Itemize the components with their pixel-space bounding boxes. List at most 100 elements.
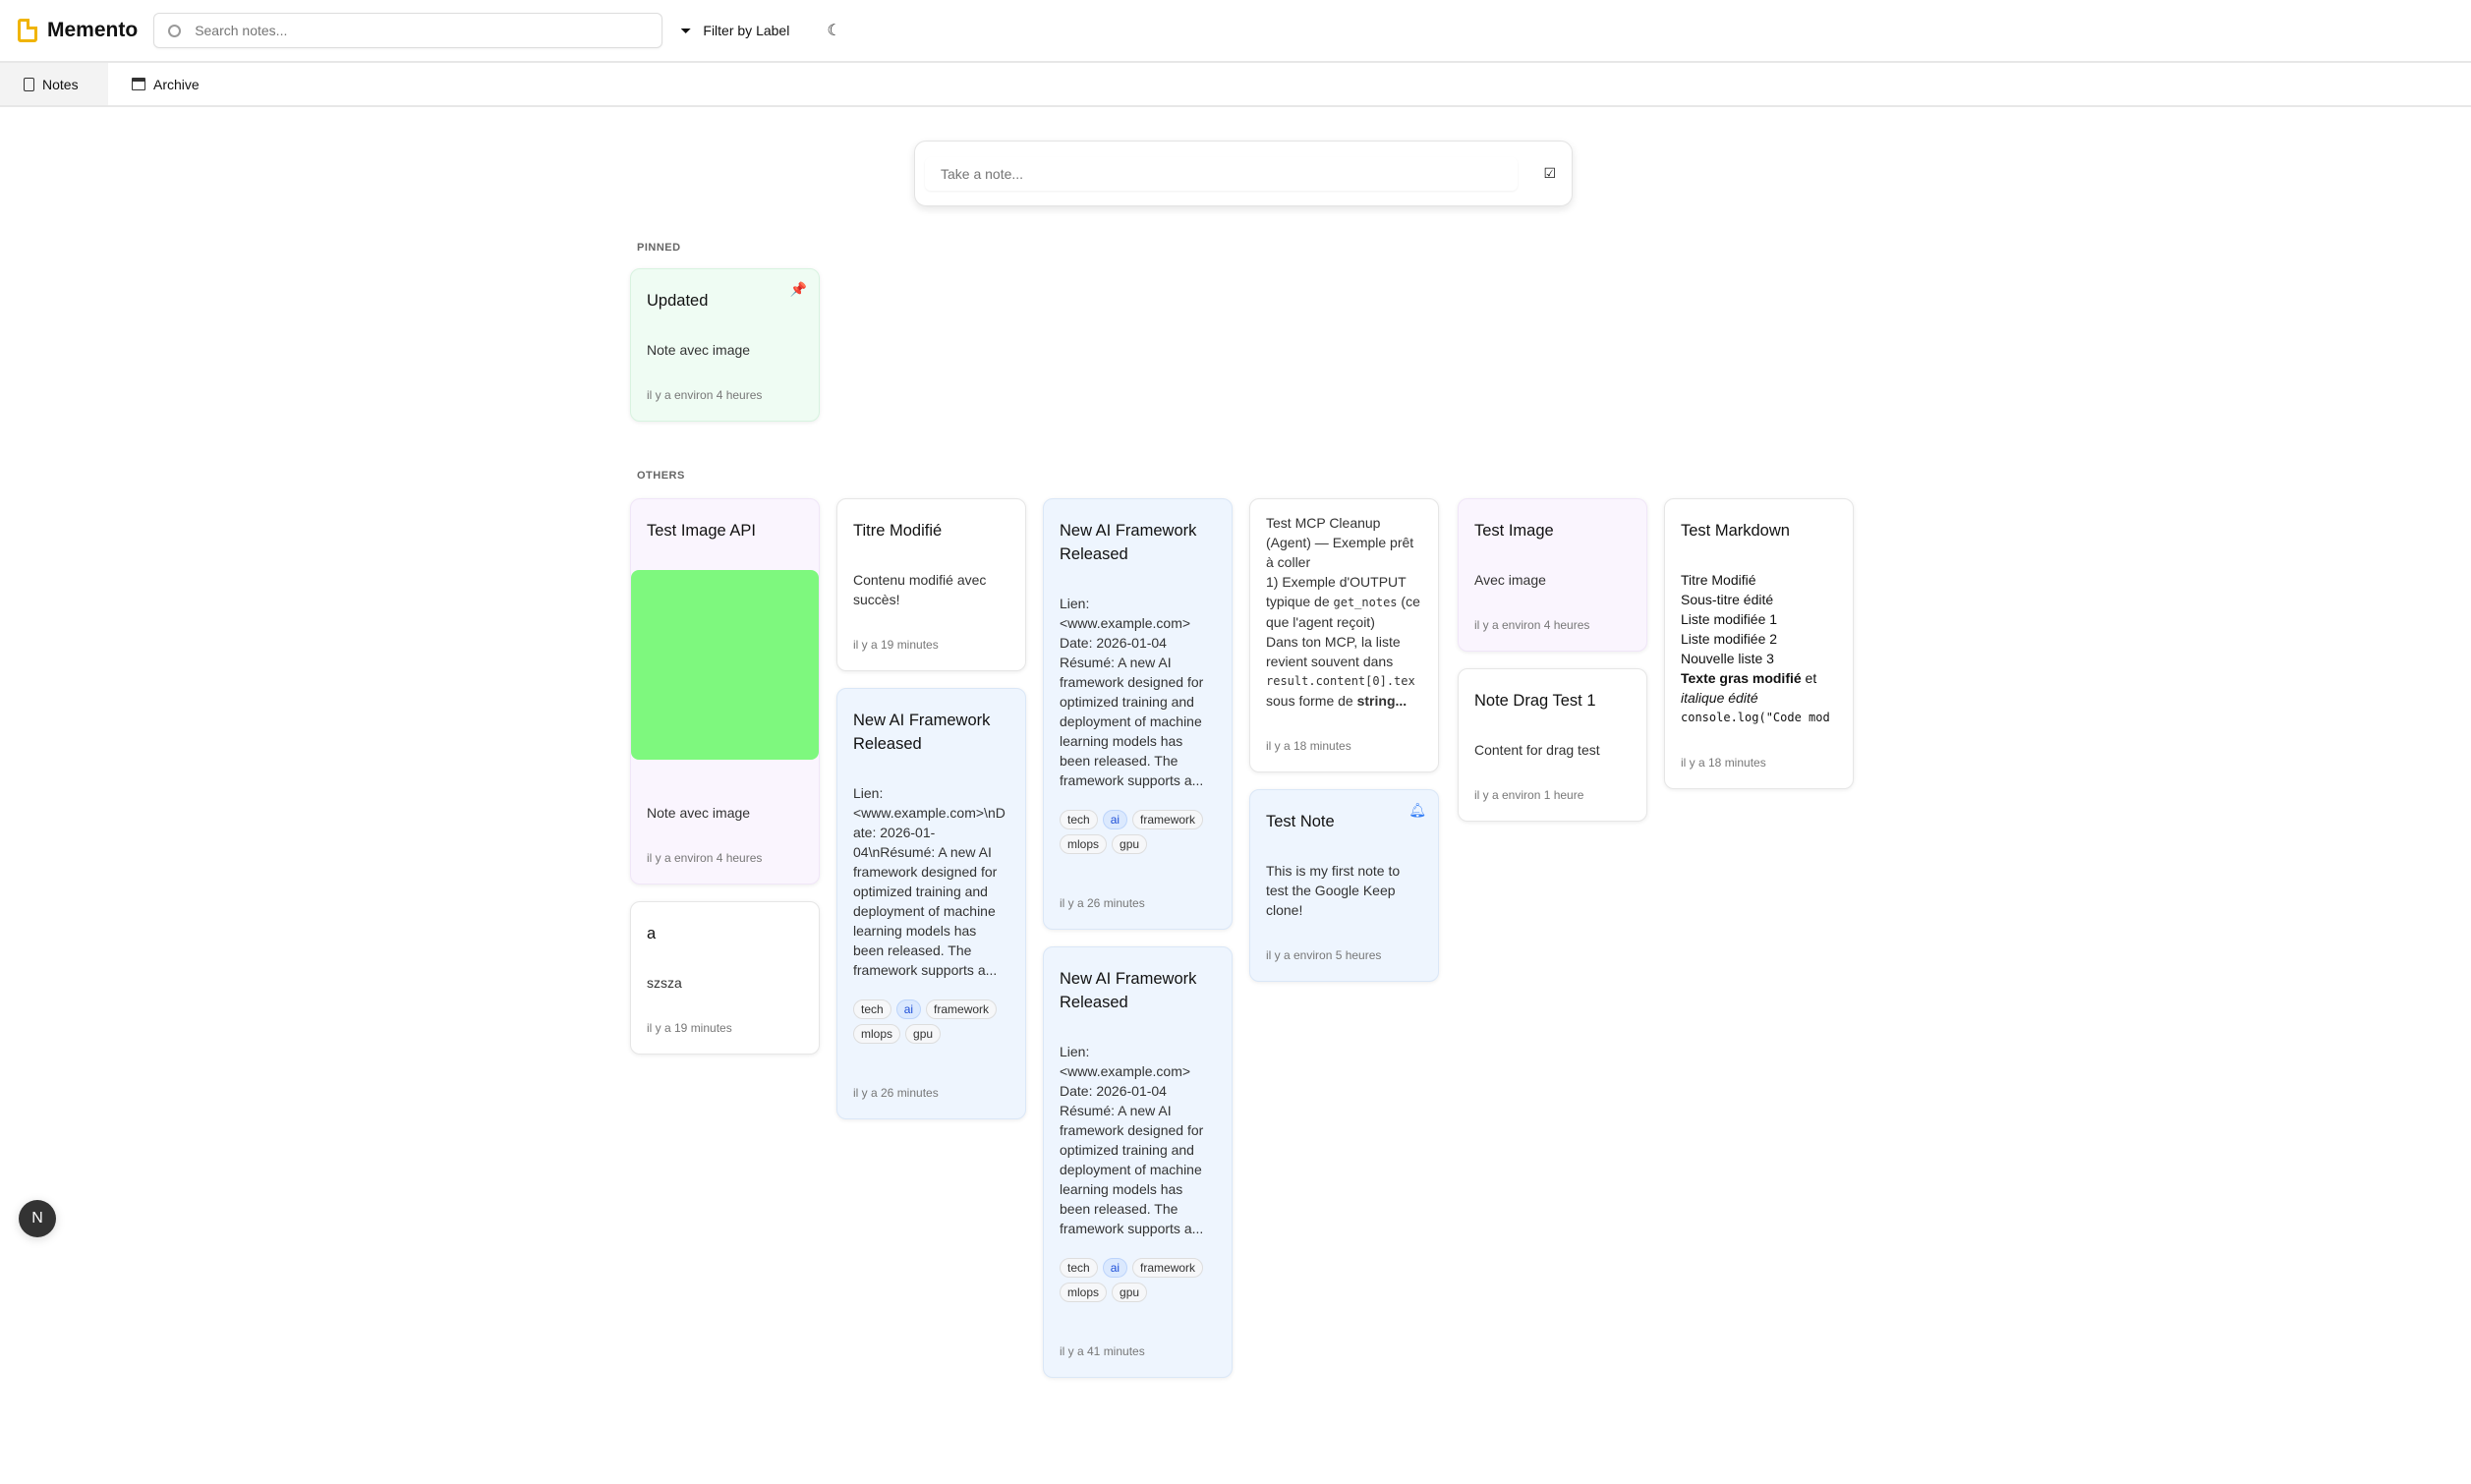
app-title: Memento [47,19,139,41]
tag[interactable]: ai [895,999,922,1019]
tag-list: tech ai framework mlops gpu [1060,810,1216,854]
tag[interactable]: mlops [853,1024,901,1044]
take-note-input[interactable] [925,156,1519,191]
note-card[interactable]: Test Image Avec image il y a environ 4 h… [1458,498,1647,652]
tag[interactable]: tech [1060,810,1098,829]
note-body: Lien: <www.example.com> Date: 2026-01-04… [1060,1044,1204,1236]
italic-text: italique édité [1681,690,1758,706]
note-image [631,570,819,760]
note-body: This is my first note to test the Google… [1266,863,1401,918]
tab-archive[interactable]: Archive [108,63,223,105]
filter-icon: ⏷ [680,22,692,38]
note-time: il y a 26 minutes [853,1086,939,1100]
note-body: Test MCP Cleanup (Agent) — Exemple prêt … [1266,513,1422,711]
tab-label: Archive [153,76,200,92]
note-body: Content for drag test [1474,742,1600,758]
bold-text: string... [1356,693,1408,709]
text: (ce que l'agent reçoit) [1266,594,1420,630]
note-title: Test Note [1266,813,1335,830]
body-line: Nouvelle liste 3 [1681,651,1774,666]
note-card[interactable]: Note Drag Test 1 Content for drag test i… [1458,668,1647,822]
note-body: Lien: <www.example.com> Date: 2026-01-04… [1060,596,1204,788]
note-title: New AI Framework Released [853,712,991,753]
note-title: New AI Framework Released [1060,522,1197,563]
bell-icon[interactable]: 🔔︎ [1408,802,1426,818]
checkbox-list-icon[interactable]: ☑ [1543,165,1556,181]
note-time: il y a environ 4 heures [647,851,763,865]
note-time: il y a 18 minutes [1266,739,1351,753]
inline-code: get_notes [1333,596,1398,609]
tag[interactable]: gpu [1112,1283,1148,1302]
note-card[interactable]: Test Image API Note avec image il y a en… [630,498,820,885]
tag[interactable]: ai [1102,1258,1128,1278]
text: sous forme de [1266,693,1357,709]
note-time: il y a 18 minutes [1681,756,1766,770]
body-line: sous forme de string... [1266,691,1422,711]
tag[interactable]: framework [1132,810,1204,829]
top-bar: Memento ⏷ Filter by Label ☾ [0,0,2471,63]
tag-list: tech ai framework mlops gpu [1060,1258,1216,1302]
tag[interactable]: mlops [1060,834,1108,854]
tag[interactable]: framework [926,999,998,1019]
note-time: il y a 41 minutes [1060,1344,1145,1358]
text: 1) Exemple d'OUTPUT typique de [1266,574,1407,609]
body-line: Liste modifiée 1 [1681,611,1778,627]
search-input[interactable] [195,23,662,38]
note-card[interactable]: 🔔︎ Test Note This is my first note to te… [1249,789,1439,982]
note-card[interactable]: a szsza il y a 19 minutes [630,901,820,1055]
tag[interactable]: tech [853,999,891,1019]
pin-icon[interactable]: 📌 [789,281,807,297]
inline-code: console.log("Code mod [1681,711,1830,724]
search-icon [168,24,182,37]
note-card[interactable]: Titre Modifié Contenu modifié avec succè… [836,498,1026,671]
tab-notes[interactable]: Notes [0,63,108,105]
note-card[interactable]: New AI Framework Released Lien: <www.exa… [1043,946,1233,1378]
tab-bar: Notes Archive [0,63,2471,107]
note-title: Note Drag Test 1 [1474,692,1596,710]
inline-code: result.content[0].tex [1266,674,1415,688]
pinned-heading: PINNED [637,242,681,254]
note-time: il y a 19 minutes [647,1021,732,1035]
text: et [1801,670,1817,686]
tag[interactable]: gpu [905,1024,942,1044]
note-card[interactable]: New AI Framework Released Lien: <www.exa… [1043,498,1233,930]
tag[interactable]: ai [1102,810,1128,829]
body-line: 1) Exemple d'OUTPUT typique de get_notes… [1266,572,1422,632]
note-title: Test Markdown [1681,522,1790,540]
note-card[interactable]: Test MCP Cleanup (Agent) — Exemple prêt … [1249,498,1439,772]
note-body: Note avec image [647,342,751,358]
tag-list: tech ai framework mlops gpu [853,999,1009,1044]
note-card[interactable]: Test Markdown Titre Modifié Sous-titre é… [1664,498,1854,789]
file-icon [24,77,34,91]
note-time: il y a environ 1 heure [1474,788,1584,802]
tag[interactable]: framework [1132,1258,1204,1278]
note-body: Contenu modifié avec succès! [853,572,987,607]
dev-tools-button[interactable]: N [19,1200,56,1237]
note-card[interactable]: 📌 Updated Note avec image il y a environ… [630,268,820,422]
note-body: Note avec image [647,805,751,821]
search-box[interactable] [153,13,663,48]
note-time: il y a environ 4 heures [1474,618,1590,632]
note-body: Titre Modifié Sous-titre édité Liste mod… [1681,570,1837,727]
body-line: Test MCP Cleanup (Agent) — Exemple prêt … [1266,515,1414,570]
note-card[interactable]: New AI Framework Released Lien: <www.exa… [836,688,1026,1119]
body-line: Liste modifiée 2 [1681,631,1778,647]
note-body: Avec image [1474,572,1546,588]
note-title: Titre Modifié [853,522,943,540]
tag[interactable]: tech [1060,1258,1098,1278]
note-time: il y a environ 4 heures [647,388,763,402]
note-title: New AI Framework Released [1060,970,1197,1011]
moon-icon[interactable]: ☾ [827,23,841,39]
filter-by-label-button[interactable]: ⏷ Filter by Label [680,23,789,39]
body-line: Titre Modifié [1681,572,1756,588]
note-title: Test Image API [647,522,756,540]
note-time: il y a 26 minutes [1060,896,1145,910]
note-time: il y a environ 5 heures [1266,948,1382,962]
tag[interactable]: mlops [1060,1283,1108,1302]
note-title: Updated [647,292,709,310]
note-logo-icon [18,19,37,42]
note-composer[interactable]: ☑ [914,141,1573,206]
tag[interactable]: gpu [1112,834,1148,854]
archive-icon [132,78,145,90]
note-time: il y a 19 minutes [853,638,939,652]
